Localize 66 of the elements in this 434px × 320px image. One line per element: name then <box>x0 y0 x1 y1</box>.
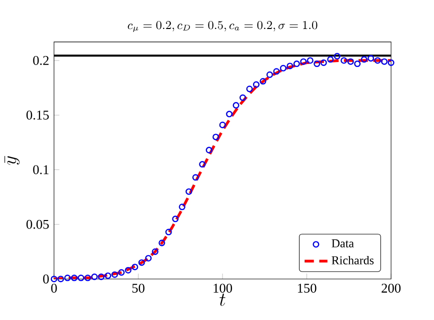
point <box>78 274 84 282</box>
point <box>111 271 118 278</box>
point <box>138 259 145 266</box>
x-tick-label: 150 <box>298 284 316 293</box>
point <box>104 272 112 279</box>
point <box>152 248 158 255</box>
point <box>172 216 179 222</box>
point <box>347 58 354 65</box>
point <box>118 269 125 276</box>
point <box>388 59 394 66</box>
point <box>64 274 71 282</box>
point <box>354 60 361 68</box>
y-tick-label: 0 <box>43 274 49 284</box>
point <box>306 57 314 64</box>
x-tick-label: 0 <box>51 284 57 293</box>
point <box>145 254 152 262</box>
point <box>280 64 286 72</box>
point <box>260 78 266 85</box>
point <box>219 122 226 128</box>
point <box>360 56 368 63</box>
point <box>293 60 300 68</box>
point <box>334 52 340 60</box>
point <box>286 62 294 70</box>
point <box>57 276 64 282</box>
x-tick-label: 200 <box>382 284 401 293</box>
point <box>199 161 206 168</box>
point <box>91 274 98 280</box>
x-tick-label: 50 <box>132 284 144 293</box>
point <box>50 276 58 282</box>
point <box>239 94 246 101</box>
point <box>212 134 220 140</box>
point <box>84 274 91 282</box>
legend-label: Data <box>332 239 354 248</box>
point <box>206 146 212 154</box>
y-tick-label: 0.05 <box>26 220 49 229</box>
point <box>192 174 199 181</box>
point <box>186 188 192 195</box>
point <box>246 86 253 92</box>
point <box>98 274 104 280</box>
point <box>300 58 307 65</box>
y-tick-label: 0.1 <box>33 165 49 174</box>
point <box>158 240 166 246</box>
point <box>340 57 348 64</box>
point <box>320 59 327 66</box>
point <box>70 274 78 282</box>
point <box>266 71 273 78</box>
point <box>132 264 138 270</box>
x-axis-title: $t$ <box>220 294 226 306</box>
point <box>314 60 320 68</box>
point <box>368 55 374 62</box>
y-axis-title: $\bar{y}$ <box>4 156 20 165</box>
point <box>178 204 186 210</box>
x-tick-label: 100 <box>214 284 232 293</box>
point <box>381 58 388 65</box>
y-tick-label: 0.2 <box>33 56 49 66</box>
point <box>374 57 381 64</box>
point <box>165 228 172 236</box>
point <box>273 68 280 75</box>
y-tick-label: 0.15 <box>26 110 49 120</box>
point <box>327 56 334 63</box>
point <box>252 81 260 88</box>
legend-label: Richards <box>332 256 374 264</box>
chart-title: $c_\mu = 0.2, c_D = 0.5, c_a = 0.2, \sigma = 1.0$ <box>128 21 318 32</box>
point <box>226 110 233 118</box>
point <box>124 266 132 274</box>
point <box>232 102 240 109</box>
